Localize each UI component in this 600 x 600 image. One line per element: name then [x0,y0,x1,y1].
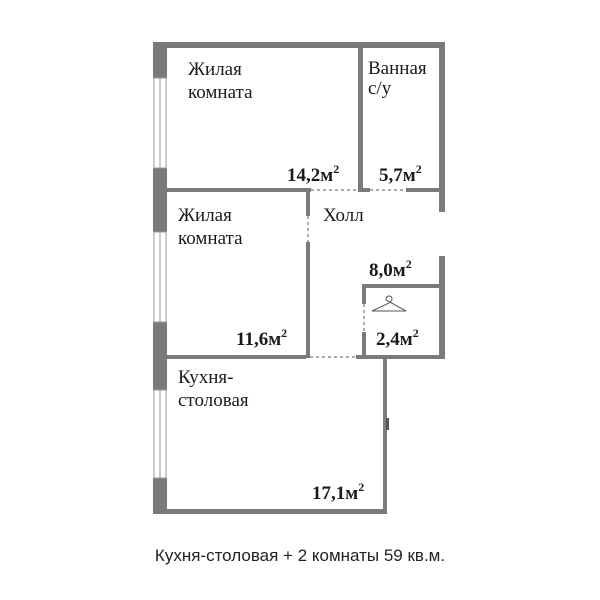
wall-right-upper [439,42,445,212]
wall-hall-top-stub [358,188,370,192]
room-name-line: столовая [178,390,249,411]
wall-living1-bottom [167,188,311,192]
wall-bottom [153,509,387,514]
room-name-line: Кухня- [178,367,233,388]
room-area: 11,6м2 [236,326,287,350]
room-bathroom: Ванная с/у 5,7м2 [368,58,427,186]
wall-right-lower [439,256,445,358]
wall-kitchen-top-right [356,355,386,359]
wall-living2-right [306,192,310,216]
room-hall: Холл 8,0м2 [323,205,412,281]
door-openings [307,189,406,358]
room-area: 17,1м2 [312,480,364,504]
room-closet: 2,4м2 [371,295,419,350]
room-name-line: Холл [323,205,364,226]
wall-closet-left [362,284,366,304]
wall-living2-right-lower [306,242,310,358]
wall-closet-bottom [362,355,445,359]
hanger-icon [371,295,407,312]
wall-kitchen-right [383,355,387,514]
room-area: 2,4м2 [376,326,419,350]
room-name-line: с/у [368,78,392,99]
walls [153,42,445,514]
wall-top [153,42,445,48]
plan-caption: Кухня-столовая + 2 комнаты 59 кв.м. [155,546,445,565]
room-name-line: Жилая [188,59,242,80]
room-name-line: Ванная [368,58,427,79]
wall-bath-left [358,48,363,190]
wall-bath-bottom [406,188,445,192]
wall-left-mid2 [153,322,167,390]
wall-mark [386,418,389,430]
wall-left-mid1 [153,168,167,232]
room-living-1: Жилая комната 14,2м2 [188,59,339,186]
room-name-line: Жилая [178,205,232,226]
wall-closet-top [362,284,445,288]
room-area: 14,2м2 [287,162,339,186]
room-living-2: Жилая комната 11,6м2 [178,205,287,350]
windows [153,77,167,479]
room-area: 8,0м2 [369,257,412,281]
room-area: 5,7м2 [379,162,422,186]
wall-closet-left-lower [362,332,366,358]
room-kitchen-dining: Кухня- столовая 17,1м2 [178,367,364,504]
wall-left-top [153,42,167,78]
room-name-line: комната [178,228,243,249]
wall-living2-bottom [167,355,306,359]
wall-left-bottom [153,478,167,514]
room-name-line: комната [188,82,253,103]
